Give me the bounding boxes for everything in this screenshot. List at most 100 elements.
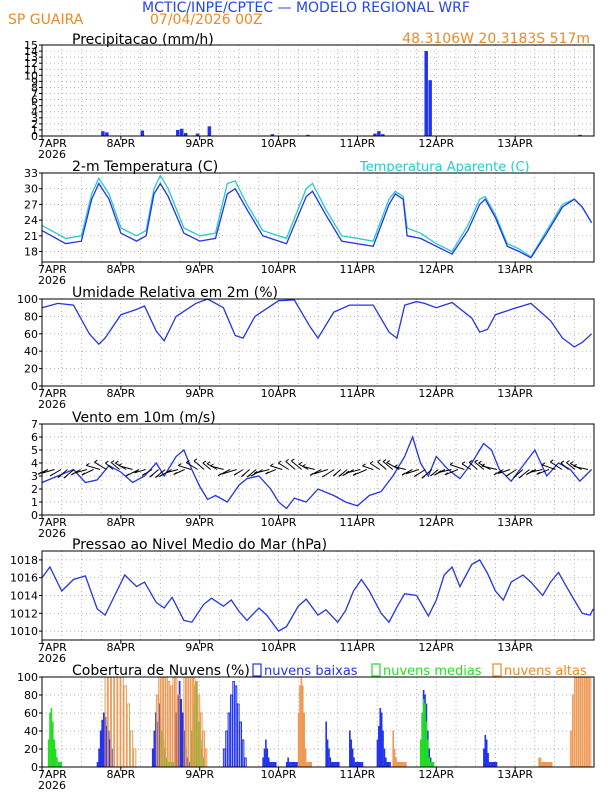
cloud-bar [329, 757, 332, 768]
wind-arrow [105, 462, 114, 470]
x-tick-label: 8APR [106, 768, 135, 781]
cloud-bar [396, 762, 399, 768]
cloud-bar [392, 730, 395, 768]
cloud-bar [151, 748, 154, 768]
precip-bar [578, 134, 582, 136]
x-tick-label: 2026 [38, 274, 66, 287]
x-tick-label: 12APR [418, 263, 454, 276]
x-tick-label: 13APR [497, 641, 533, 654]
wind-arrow-head [478, 460, 482, 464]
wind-arrow-head [285, 458, 290, 462]
cloud-bar [386, 762, 389, 768]
wind-arrow-head [541, 462, 546, 466]
wind-arrow [461, 463, 472, 470]
wind-arrow-head [105, 460, 109, 464]
x-tick-label: 2026 [38, 779, 66, 792]
cloud-bar [181, 712, 184, 768]
y-tick-label: 15 [24, 39, 38, 52]
wind-arrow-head [71, 472, 75, 476]
x-tick-label: 11APR [340, 387, 376, 400]
wind-arrow-head [173, 472, 178, 475]
cloud-bar [403, 762, 406, 768]
wind-arrow-head [332, 473, 337, 477]
cloud-bar [382, 730, 384, 768]
panel-title: Umidade Relativa em 2m (%) [72, 285, 278, 301]
precip-bar [381, 134, 385, 136]
x-tick-label: 11APR [340, 641, 376, 654]
x-tick-label: 2026 [38, 527, 66, 540]
cloud-bar [399, 762, 402, 768]
wind-arrow-head [550, 459, 554, 463]
cloud-bar [354, 762, 357, 768]
cloud-bar [569, 730, 573, 768]
wind-arrow [118, 465, 133, 470]
cloud-bar [263, 748, 266, 768]
wind-arrow-head [338, 474, 343, 477]
x-tick-label: 2026 [38, 148, 66, 161]
precip-bar [207, 126, 212, 136]
wind-arrow-head [513, 475, 517, 479]
wind-arrow-head [573, 463, 577, 467]
cloud-bar [265, 739, 267, 768]
wind-arrow-head [159, 474, 163, 478]
cloud-bar [378, 726, 380, 768]
cloud-bar [244, 757, 247, 768]
cloud-bar [543, 762, 546, 768]
panel-title: Vento em 10m (m/s) [72, 410, 216, 426]
x-tick-label: 13APR [497, 137, 533, 150]
wind-arrow-head [277, 460, 282, 464]
x-tick-label: 8APR [106, 641, 135, 654]
x-tick-label: 13APR [497, 768, 533, 781]
y-tick-label: 0 [31, 761, 38, 774]
cloud-bar [336, 762, 339, 768]
wind-arrow-head [141, 473, 146, 476]
series-line-2-0 [41, 298, 593, 348]
cloud-bar [167, 681, 171, 768]
cloud-bar [294, 762, 296, 768]
panel-1 [39, 172, 595, 266]
wind-arrow [481, 465, 498, 470]
cloud-bar [290, 762, 292, 768]
x-tick-label: 13APR [497, 516, 533, 529]
cloud-bar [385, 757, 387, 768]
wind-arrow-head [461, 461, 466, 465]
wind-arrow [42, 469, 55, 474]
cloud-bar [126, 703, 131, 768]
wind-arrow-head [474, 459, 479, 463]
cloud-bar [227, 712, 231, 768]
y-tick-label: 20 [24, 743, 38, 756]
panel-frame [41, 298, 595, 387]
x-tick-label: 12APR [418, 768, 454, 781]
cloud-bar [310, 762, 312, 768]
wind-arrow-head [155, 475, 159, 478]
y-tick-label: 8 [31, 81, 38, 94]
wind-arrow [94, 461, 107, 470]
wind-arrow [210, 465, 224, 470]
y-tick-label: 9 [31, 75, 38, 88]
y-tick-label: 40 [24, 345, 38, 358]
wind-arrow [394, 466, 406, 470]
wind-arrow [449, 464, 465, 470]
cloud-bar [132, 748, 137, 768]
cloud-bar [262, 757, 264, 768]
wind-arrow-head [481, 463, 486, 467]
x-tick-label: 9APR [185, 768, 214, 781]
cloud-bar [60, 762, 63, 768]
wind-arrow [270, 465, 283, 470]
wind-arrow-head [505, 473, 510, 477]
wind-arrow [560, 462, 569, 470]
cloud-bar [353, 757, 355, 768]
cloud-bar [120, 676, 124, 768]
y-tick-label: 100 [17, 293, 38, 306]
x-tick-label: 10APR [261, 768, 297, 781]
wind-arrow [313, 469, 328, 475]
x-tick-label: 11APR [340, 263, 376, 276]
precip-bar [183, 132, 188, 136]
cloud-bar [57, 762, 60, 768]
wind-arrow [406, 469, 420, 475]
cloud-bar [420, 739, 422, 768]
wind-arrow-head [206, 461, 211, 465]
cloud-bar [325, 721, 327, 768]
cloud-bar [398, 762, 400, 768]
cloud-bar [101, 719, 104, 768]
